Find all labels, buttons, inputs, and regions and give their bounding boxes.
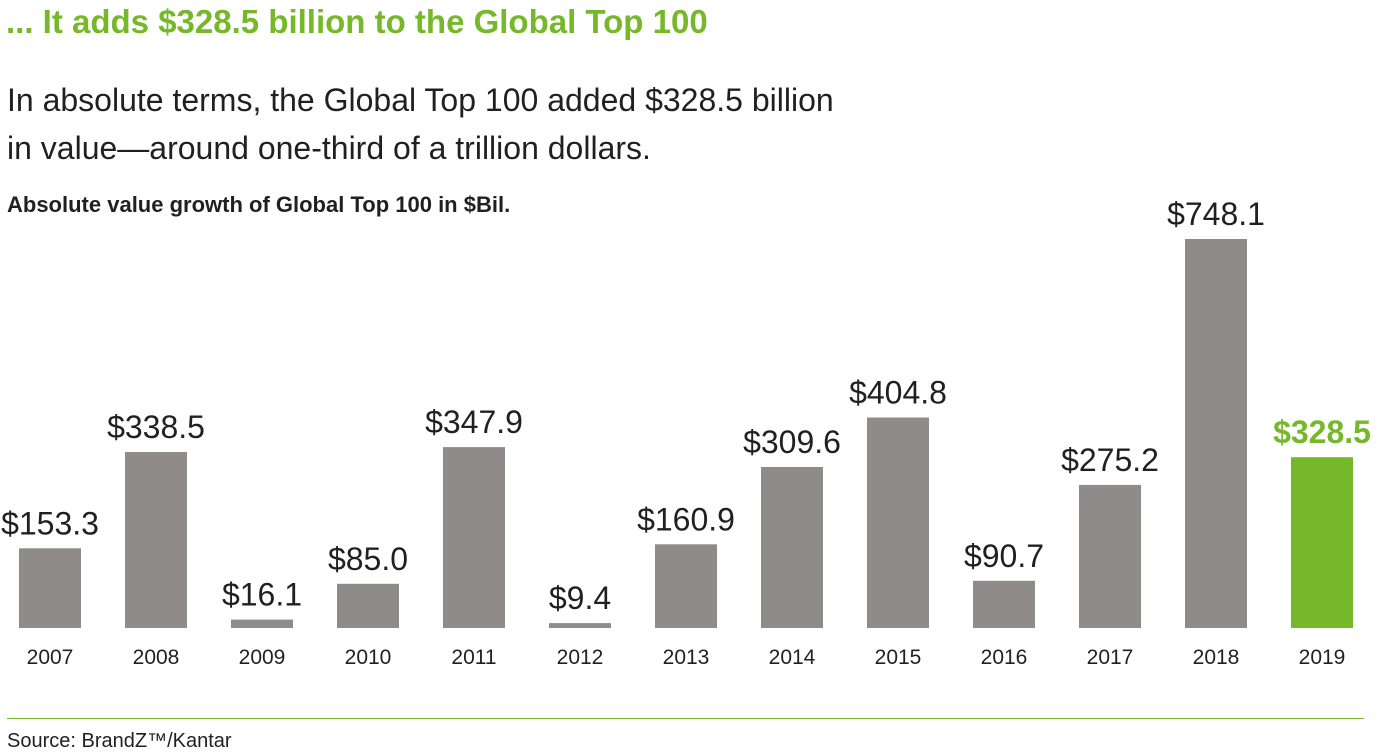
bar-2019 [1291,457,1353,628]
data-label-2007: $153.3 [1,505,99,541]
bar-2014 [761,467,823,628]
data-label-2012: $9.4 [549,580,611,616]
data-label-2010: $85.0 [328,541,408,577]
data-label-2016: $90.7 [964,538,1044,574]
x-tick-label-2010: 2010 [345,646,392,669]
x-tick-label-2008: 2008 [133,646,180,669]
intro-paragraph: In absolute terms, the Global Top 100 ad… [7,82,834,166]
bar-2013 [655,544,717,628]
data-label-2008: $338.5 [107,409,205,445]
data-label-2017: $275.2 [1061,442,1159,478]
bar-2008 [125,452,187,628]
data-label-2014: $309.6 [743,424,841,460]
bar-2012 [549,623,611,628]
data-label-2009: $16.1 [222,577,302,613]
x-tick-label-2013: 2013 [663,646,710,669]
footer-divider [7,718,1364,719]
x-tick-label-2011: 2011 [451,646,496,669]
bar-2009 [231,619,293,628]
x-tick-label-2015: 2015 [875,646,922,669]
data-label-2019: $328.5 [1273,414,1371,450]
data-label-2013: $160.9 [637,501,735,537]
data-label-2015: $404.8 [849,375,947,411]
x-tick-label-2014: 2014 [769,646,816,669]
bar-2016 [973,580,1035,628]
x-tick-label-2007: 2007 [27,646,74,669]
x-tick-label-2016: 2016 [981,646,1028,669]
data-label-2018: $748.1 [1167,196,1265,232]
x-tick-label-2009: 2009 [239,646,286,669]
x-tick-label-2018: 2018 [1193,646,1240,669]
x-tick-label-2017: 2017 [1087,646,1134,669]
data-label-2011: $347.9 [425,404,523,440]
bar-2011 [443,447,505,628]
bar-2010 [337,583,399,628]
bar-2007 [19,548,81,628]
bar-2015 [867,417,929,628]
source-note: Source: BrandZ™/Kantar [7,730,232,752]
chart-title: Absolute value growth of Global Top 100 … [7,192,511,217]
bar-2018 [1185,239,1247,628]
x-tick-label-2012: 2012 [557,646,604,669]
x-tick-label-2019: 2019 [1299,646,1346,669]
bar-2017 [1079,484,1141,628]
headline: ... It adds $328.5 billion to the Global… [6,3,708,40]
